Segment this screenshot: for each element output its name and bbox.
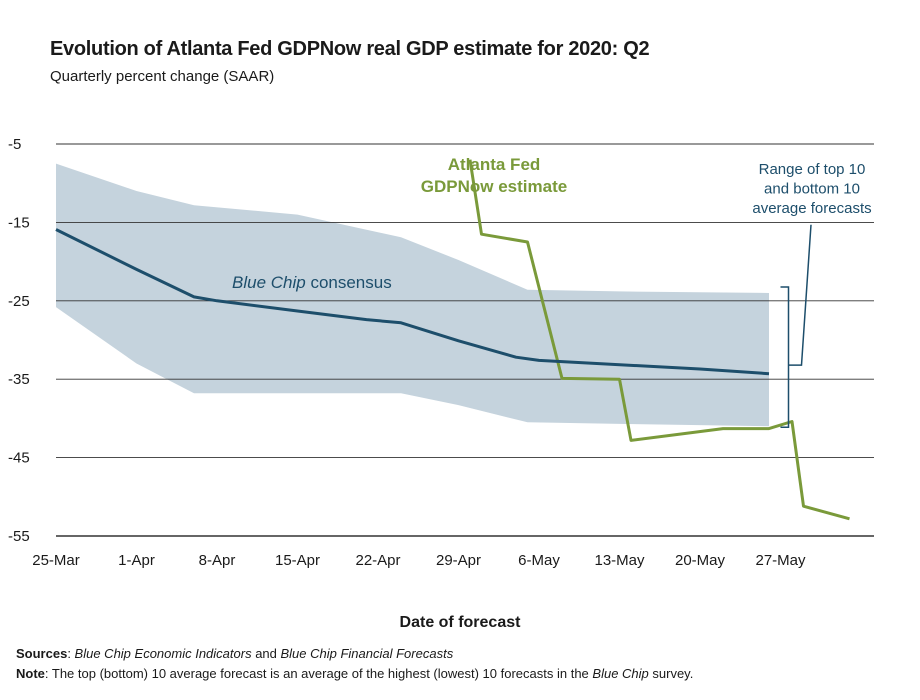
gdpnow-annotation: Atlanta Fed bbox=[448, 155, 541, 174]
gdpnow-annotation: GDPNow estimate bbox=[421, 177, 567, 196]
y-tick-label: -25 bbox=[8, 293, 30, 310]
chart-title: Evolution of Atlanta Fed GDPNow real GDP… bbox=[50, 38, 650, 60]
y-tick-label: -35 bbox=[8, 371, 30, 388]
range-annotation: average forecasts bbox=[752, 200, 871, 217]
gdpnow-line bbox=[468, 159, 850, 521]
sources-label: Sources bbox=[16, 646, 68, 661]
note-footnote: Note: The top (bottom) 10 average foreca… bbox=[16, 666, 693, 681]
range-annotation: Range of top 10 bbox=[759, 161, 866, 178]
sources-text-2: and bbox=[251, 646, 281, 661]
x-tick-label: 1-Apr bbox=[118, 552, 155, 569]
x-tick-label: 29-Apr bbox=[436, 552, 481, 569]
y-tick-label: -55 bbox=[8, 528, 30, 545]
x-tick-label: 6-May bbox=[518, 552, 560, 569]
note-label: Note bbox=[16, 666, 45, 681]
forecast-range-band bbox=[56, 163, 769, 427]
sources-footnote: Sources: Blue Chip Economic Indicators a… bbox=[16, 646, 454, 661]
sources-text-1: Blue Chip Economic Indicators bbox=[74, 646, 252, 661]
y-tick-label: -5 bbox=[8, 136, 21, 153]
sources-text-3: Blue Chip Financial Forecasts bbox=[280, 646, 454, 661]
x-tick-label: 27-May bbox=[755, 552, 806, 569]
chart-subtitle: Quarterly percent change (SAAR) bbox=[50, 68, 275, 85]
x-tick-label: 13-May bbox=[594, 552, 645, 569]
y-tick-label: -45 bbox=[8, 450, 30, 467]
bluechip-annotation: Blue Chip consensus bbox=[232, 273, 392, 292]
note-text-1: : The top (bottom) 10 average forecast i… bbox=[44, 666, 593, 681]
range-bracket bbox=[780, 286, 790, 428]
y-tick-label: -15 bbox=[8, 214, 30, 231]
note-text-3: survey. bbox=[648, 666, 694, 681]
range-annotation: and bottom 10 bbox=[764, 180, 860, 197]
x-tick-label: 20-May bbox=[675, 552, 726, 569]
bluechip-annotation-italic: Blue Chip bbox=[232, 273, 306, 292]
bluechip-annotation-rest: consensus bbox=[306, 273, 392, 292]
x-tick-label: 22-Apr bbox=[355, 552, 400, 569]
x-tick-label: 15-Apr bbox=[275, 552, 320, 569]
note-text-2: Blue Chip bbox=[592, 666, 649, 681]
x-tick-label: 8-Apr bbox=[199, 552, 236, 569]
bluechip-consensus-line bbox=[55, 228, 770, 376]
range-leader-line bbox=[788, 224, 812, 366]
x-tick-label: 25-Mar bbox=[32, 552, 80, 569]
x-axis-label: Date of forecast bbox=[399, 614, 521, 631]
